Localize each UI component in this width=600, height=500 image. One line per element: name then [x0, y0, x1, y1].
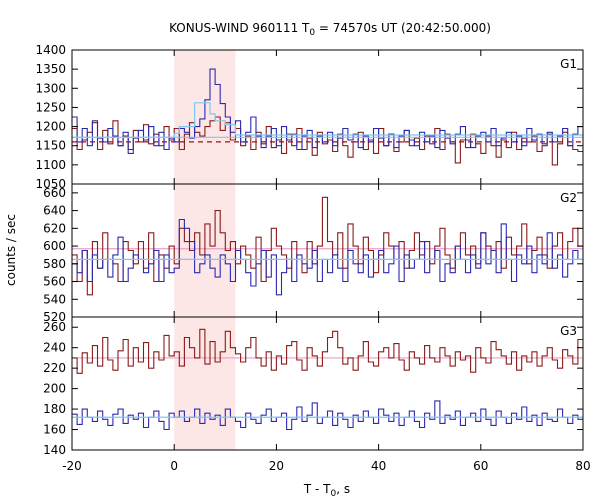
- g1-y-tick-label: 1250: [35, 100, 66, 114]
- x-tick-label: 0: [170, 459, 178, 473]
- chart-title: KONUS-WIND 960111 T0 = 74570s UT (20:42:…: [169, 21, 491, 38]
- g1-panel-label: G1: [560, 57, 577, 71]
- g3-y-tick-label: 180: [43, 402, 66, 416]
- g1-y-tick-label: 1150: [35, 139, 66, 153]
- g3-blue-series: [72, 400, 583, 431]
- g1-y-tick-label: 1300: [35, 81, 66, 95]
- g3-panel-label: G3: [560, 324, 577, 338]
- g3-y-tick-label: 140: [43, 443, 66, 457]
- g1-coarse-light-blue-series: [72, 102, 583, 138]
- g2-y-tick-label: 640: [43, 204, 66, 218]
- g1-panel-frame: [71, 49, 584, 185]
- g2-y-tick-label: 620: [43, 221, 66, 235]
- g2-y-tick-label: 560: [43, 275, 66, 289]
- x-tick-label: -20: [62, 459, 82, 473]
- g2-y-tick-label: 580: [43, 257, 66, 271]
- g1-y-tick-label: 1200: [35, 120, 66, 134]
- g1-y-tick-label: 1050: [35, 177, 66, 191]
- g1-y-tick-label: 1350: [35, 62, 66, 76]
- x-tick-label: 60: [473, 459, 488, 473]
- g3-y-tick-label: 260: [43, 320, 66, 334]
- x-axis-label: T - T0, s: [303, 482, 350, 499]
- g1-y-tick-label: 1400: [35, 43, 66, 57]
- x-tick-label: 20: [269, 459, 284, 473]
- g2-y-tick-label: 600: [43, 239, 66, 253]
- g3-y-tick-label: 200: [43, 382, 66, 396]
- g3-dark-red-series: [72, 328, 583, 374]
- g3-y-tick-label: 160: [43, 423, 66, 437]
- x-tick-label: 80: [575, 459, 590, 473]
- plot-area: 10501100115012001250130013501400G1520540…: [35, 43, 590, 473]
- g2-y-tick-label: 520: [43, 310, 66, 324]
- g3-panel-frame: [71, 316, 584, 451]
- g2-blue-series: [72, 218, 583, 296]
- g2-panel-label: G2: [560, 191, 577, 205]
- g1-y-tick-label: 1100: [35, 158, 66, 172]
- x-tick-label: 40: [371, 459, 386, 473]
- y-axis-label: counts / sec: [4, 214, 18, 286]
- g3-y-tick-label: 220: [43, 361, 66, 375]
- g3-y-tick-label: 240: [43, 341, 66, 355]
- g2-y-tick-label: 660: [43, 186, 66, 200]
- g2-y-tick-label: 540: [43, 292, 66, 306]
